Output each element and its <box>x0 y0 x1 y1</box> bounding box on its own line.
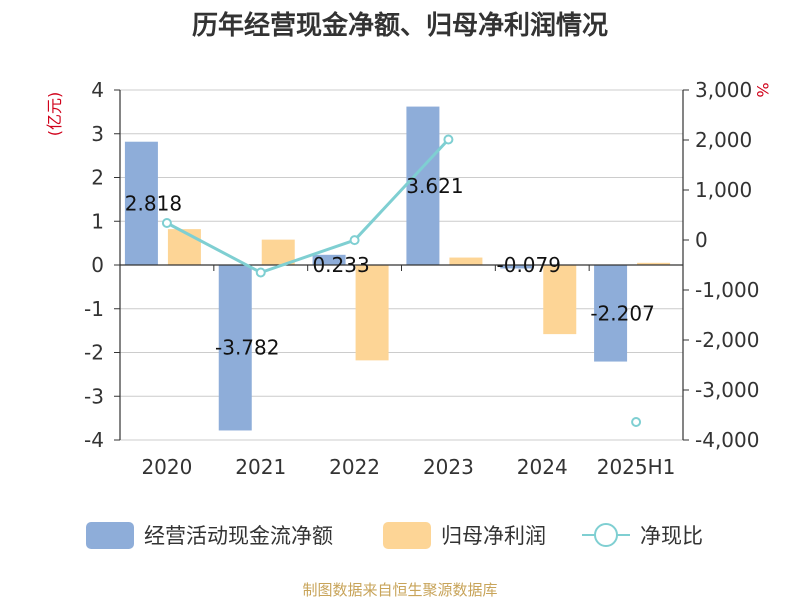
legend-swatch <box>383 522 431 549</box>
bar-0-2025H1 <box>594 265 628 362</box>
right-tick-label: 2,000 <box>695 128 752 152</box>
legend-swatch <box>86 522 134 549</box>
legend-item: 净现比 <box>582 523 703 548</box>
axes: 4 3 2 1 0 -1 -2 -3 -4 3,000 2,000 1,000 0 -1,000 -2,00… <box>84 78 759 479</box>
x-tick-label: 2022 <box>329 455 380 479</box>
bar-1-2023 <box>449 257 483 265</box>
data-label: -0.079 <box>497 253 561 277</box>
right-tick-label: -3,000 <box>695 378 759 402</box>
bar-0-2022 <box>312 254 346 265</box>
ratio-line-path <box>166 138 450 275</box>
x-tick-label: 2023 <box>423 455 474 479</box>
data-labels: 2.818 -3.782 0.233 3.621 -0.079 -2.207 <box>125 174 655 360</box>
x-tick-label: 2021 <box>235 455 286 479</box>
bar-0-2023 <box>406 106 440 265</box>
right-tick-label: -1,000 <box>695 278 759 302</box>
bar-0-2020 <box>124 141 158 265</box>
left-tick-label: -4 <box>84 428 104 452</box>
ratio-point <box>631 417 642 427</box>
data-label: -3.782 <box>215 336 279 360</box>
bar-0-2024 <box>500 265 534 269</box>
left-tick-label: 2 <box>91 166 104 190</box>
right-tick-label: 1,000 <box>695 178 752 202</box>
legend-label: 归母净利润 <box>441 524 546 548</box>
x-tick-label: 2024 <box>517 455 568 479</box>
data-label: -2.207 <box>590 301 654 325</box>
left-tick-label: 1 <box>91 209 104 233</box>
bar-1-2024 <box>543 265 577 335</box>
bar-1-2021 <box>261 239 295 265</box>
left-tick-label: -1 <box>84 297 104 321</box>
bar-1-2022 <box>355 265 389 361</box>
chart-title: 历年经营现金净额、归母净利润情况 <box>192 10 608 41</box>
data-label: 0.233 <box>312 253 369 277</box>
legend-swatch-marker <box>594 523 618 547</box>
bars <box>124 106 671 431</box>
x-tick-label: 2025H1 <box>597 455 676 479</box>
left-tick-label: -2 <box>84 341 104 365</box>
right-axis-unit: % <box>753 82 772 97</box>
ratio-point <box>349 235 360 246</box>
right-tick-label: -2,000 <box>695 328 759 352</box>
bar-0-2021 <box>218 265 252 431</box>
data-label: 2.818 <box>125 191 182 215</box>
right-tick-label: -4,000 <box>695 428 759 452</box>
left-axis-unit: (亿元) <box>45 92 64 137</box>
legend-label: 经营活动现金流净额 <box>144 524 333 548</box>
ratio-point <box>161 218 172 228</box>
left-tick-label: 3 <box>91 122 104 146</box>
data-label: 3.621 <box>406 174 463 198</box>
left-tick-label: 0 <box>91 253 104 277</box>
ratio-point <box>443 134 454 145</box>
left-tick-label: -3 <box>84 384 104 408</box>
bar-1-2020 <box>167 229 201 265</box>
right-tick-label: 0 <box>695 228 708 252</box>
right-tick-label: 3,000 <box>695 78 752 102</box>
legend-item: 经营活动现金流净额 <box>86 522 333 549</box>
legend-item: 归母净利润 <box>383 522 546 549</box>
left-tick-label: 4 <box>91 78 104 102</box>
ratio-point <box>255 267 266 278</box>
x-tick-label: 2020 <box>141 455 192 479</box>
source-note: 制图数据来自恒生聚源数据库 <box>302 581 497 599</box>
legend: 经营活动现金流净额 归母净利润 净现比 <box>86 522 703 549</box>
ratio-line <box>161 134 642 427</box>
legend-label: 净现比 <box>640 524 703 548</box>
gridlines <box>120 89 683 441</box>
bar-1-2025H1 <box>637 262 671 265</box>
